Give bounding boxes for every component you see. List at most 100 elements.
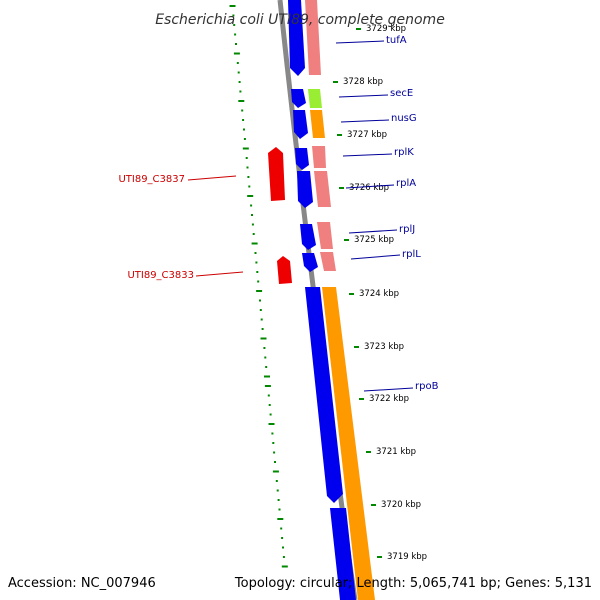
gc-skew-tick — [229, 5, 236, 7]
gc-skew-tick — [233, 52, 240, 55]
forward-cds-secE — [291, 89, 306, 108]
gc-skew-tick — [277, 518, 284, 520]
gc-skew-tick — [264, 375, 270, 378]
gene-label-rpoB: rpoB — [415, 381, 439, 392]
reverse-cds-UTI89_C3833 — [277, 256, 292, 284]
gc-skew-tick — [259, 299, 261, 302]
gene-label-secE: secE — [390, 88, 413, 99]
gc-skew-tick — [264, 385, 271, 387]
gc-skew-tick — [251, 214, 253, 216]
gc-skew-tick — [246, 166, 249, 169]
gc-skew-tick — [235, 43, 237, 45]
gc-skew-tick — [254, 252, 257, 254]
gc-skew-tick — [232, 14, 235, 17]
gc-skew-tick — [259, 309, 262, 311]
gc-skew-tick — [248, 185, 251, 188]
gc-skew-tick — [243, 128, 245, 131]
gc-skew-tick — [269, 413, 272, 416]
gc-skew-tick — [250, 204, 253, 207]
gc-skew-tick — [252, 233, 255, 235]
gc-skew-tick — [241, 109, 244, 112]
gc-skew-tick — [268, 404, 271, 406]
gc-skew-tick — [271, 432, 274, 435]
scale-tick — [333, 81, 338, 83]
gc-skew-tick — [261, 328, 264, 330]
label-leader-line — [342, 153, 393, 157]
band-rpoB — [322, 287, 375, 600]
scale-tick — [366, 451, 371, 453]
scale-label: 3726 kbp — [349, 183, 389, 193]
gc-skew-tick — [245, 157, 248, 159]
scale-label: 3723 kbp — [364, 342, 404, 352]
gc-skew-tick — [234, 33, 237, 36]
gc-skew-tick — [251, 242, 258, 245]
forward-cds-nusG — [293, 110, 308, 139]
gc-skew-tick — [238, 81, 241, 83]
reverse-cds-track — [268, 147, 292, 284]
scale-tick — [377, 556, 382, 558]
gene-label-UTI89_C3837: UTI89_C3837 — [118, 174, 185, 185]
gc-skew-track — [229, 5, 288, 568]
scale-label: 3725 kbp — [354, 235, 394, 245]
band-rplA — [314, 171, 331, 207]
scale-tick — [349, 293, 354, 295]
scale-label: 3721 kbp — [376, 447, 416, 457]
forward-cds-next — [330, 508, 356, 600]
gc-skew-tick — [243, 138, 246, 140]
scale-label: 3722 kbp — [369, 394, 409, 404]
gc-skew-tick — [273, 451, 276, 454]
band-rplJ — [317, 222, 333, 249]
scale-track: 3729 kbp 3728 kbp 3727 kbp 3726 kbp 3725 kbp… — [333, 24, 427, 562]
scale-label: 3728 kbp — [343, 77, 383, 87]
scale-tick — [337, 134, 342, 136]
gc-skew-tick — [272, 442, 275, 444]
gene-label-rplL: rplL — [402, 249, 421, 260]
gc-skew-tick — [242, 147, 249, 150]
accession-text: Accession: NC_007946 — [8, 576, 156, 591]
gc-skew-tick — [277, 499, 280, 501]
label-leader-line — [187, 175, 237, 181]
gc-skew-tick — [276, 489, 279, 492]
gene-label-rplA: rplA — [396, 178, 416, 189]
gc-skew-tick — [267, 394, 270, 397]
forward-cds-rplA — [297, 171, 313, 208]
gc-skew-tick — [256, 271, 259, 273]
feature-band-track — [305, 0, 375, 600]
label-leader-line — [338, 94, 389, 98]
gc-skew-tick — [282, 546, 284, 549]
gene-label-tufA: tufA — [386, 35, 407, 46]
gc-skew-tick — [280, 527, 283, 530]
scale-tick — [356, 28, 361, 30]
scale-tick — [354, 346, 359, 348]
reverse-cds-UTI89_C3837 — [268, 147, 285, 201]
forward-cds-rplJ — [300, 224, 316, 250]
gc-skew-tick — [236, 62, 239, 64]
band-tufA — [305, 0, 321, 75]
gc-skew-tick — [255, 261, 258, 264]
scale-label: 3720 kbp — [381, 500, 421, 510]
label-leader-line — [195, 271, 244, 277]
label-leader-line — [350, 254, 401, 260]
gene-label-UTI89_C3833: UTI89_C3833 — [127, 270, 194, 281]
gene-label-layer: tufA secE nusG rplK rplA rplJ rplL rpoB UTI89_C3… — [118, 35, 438, 392]
gc-skew-tick — [278, 508, 281, 511]
gc-skew-tick — [268, 423, 275, 425]
gc-skew-tick — [282, 556, 285, 558]
scale-label: 3719 kbp — [387, 552, 427, 562]
label-leader-line — [340, 119, 390, 123]
label-leader-line — [348, 229, 398, 234]
label-leader-line — [335, 40, 385, 44]
gc-skew-tick — [242, 119, 245, 121]
label-leader-line — [345, 184, 395, 189]
gc-skew-tick — [281, 537, 284, 539]
scale-tick — [344, 239, 349, 241]
gc-skew-tick — [238, 100, 245, 102]
gc-skew-tick — [257, 280, 260, 283]
gc-skew-tick — [239, 90, 242, 93]
gc-skew-tick — [274, 461, 276, 463]
gc-skew-tick — [247, 176, 250, 178]
gc-skew-tick — [260, 318, 263, 321]
scale-label: 3727 kbp — [347, 130, 387, 140]
gc-skew-tick — [264, 356, 267, 359]
gc-skew-tick — [263, 347, 266, 349]
